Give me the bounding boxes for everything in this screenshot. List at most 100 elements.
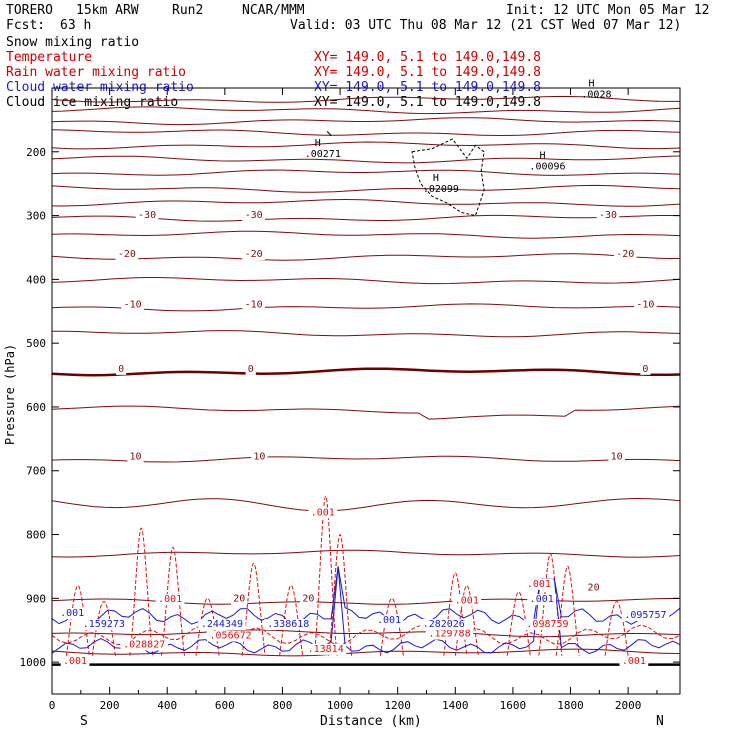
valid-time: Valid: 03 UTC Thu 08 Mar 12 (21 CST Wed … [290,18,681,33]
contour-label: -30 [599,210,617,221]
contour-label: -30 [245,210,263,221]
contour-label-bg [305,643,347,655]
contour-label: 10 [611,451,623,462]
cloud-water-contour [51,566,681,655]
ice-high-label: .0028 [581,90,611,101]
contour-label-bg [619,656,649,668]
rain-contour [604,600,629,656]
rain-contour-band [51,624,681,646]
contour-label: -30 [138,210,156,221]
rain-contour [195,597,220,656]
temperature-contour [51,184,681,193]
contour-labels: -30 -30 -30 -20 -20 -20 -10 -10 -10 0 0 0 10 10 10 20 20… [57,79,670,668]
contour-label: -20 [616,249,634,260]
rain-contour [443,572,468,656]
contour-label-bg [527,594,557,606]
temperature-contour [51,549,681,558]
cloud-water-contour [51,566,681,626]
temperature-contour [51,230,681,239]
contour-label-bg [308,507,338,519]
contour-label: .095757 [624,610,666,621]
north-label: N [656,714,664,729]
temperature-contour [51,405,681,420]
ice-contour-small [326,131,332,137]
contour-label: 10 [130,451,142,462]
x-tick-label: 200 [100,699,120,712]
contour-label-bg [425,628,474,640]
temperature-contours [51,95,681,657]
contour-label-bg [245,363,256,375]
contour-label-bg [264,619,312,631]
x-tick-label: 400 [157,699,177,712]
temperature-contour [52,330,681,338]
contour-label: -20 [118,249,136,260]
contour-label: 10 [253,451,265,462]
x-tick-label: 800 [273,699,293,712]
y-tick-label: 600 [26,401,46,414]
contour-label: .129788 [428,629,470,640]
contour-label: 0 [642,364,648,375]
model-org: NCAR/MMM [242,3,305,18]
temperature-contour [51,169,681,176]
temperature-contour [51,253,680,261]
legend-snow: Snow mixing ratio [6,35,139,50]
contour-label: .244349 [201,619,243,630]
contour-label-bg [420,619,468,631]
forecast-label: Fcst: [6,18,45,33]
x-tick-label: 1800 [557,699,584,712]
contour-label: -10 [636,299,654,310]
cloud-water-contours [51,566,681,655]
contour-label: 20 [233,594,245,605]
x-tick-label: 1600 [500,699,527,712]
legend-rain: Rain water mixing ratio [6,65,186,80]
rain-contour [241,562,266,656]
legend-cloud-ice: Cloud ice mixing ratio [6,95,178,110]
x-tick-label: 600 [215,699,235,712]
high-marker: H [315,138,321,149]
y-tick-label: 1000 [20,656,47,669]
rain-contour [313,495,338,656]
y-tick-label: 500 [26,337,46,350]
ice-contour [411,138,485,217]
model-name: TORERO [6,3,53,18]
contour-label-bg [242,210,265,222]
contour-label-bg [621,610,670,622]
model-run: Run2 [172,3,203,18]
contour-label: 0 [248,364,254,375]
contour-label: .001 [377,615,401,626]
temperature-contour [51,141,681,150]
y-tick-label: 400 [26,273,46,286]
temperature-contour [51,155,681,164]
contour-label-bg [585,582,602,594]
temperature-contour [51,629,681,638]
contour-label-bg [198,619,246,631]
contour-label: .001 [311,507,335,518]
contour-label: .001 [455,595,479,606]
contour-label-bg [300,593,317,605]
high-marker: H [433,173,439,184]
contour-label-bg [60,656,90,668]
contour-label: 0 [118,364,124,375]
contour-label-bg [80,619,128,631]
temperature-contour [51,198,681,207]
south-label: S [80,714,88,729]
rain-contour [161,546,185,656]
legend-temperature: Temperature [6,50,92,65]
contour-label-bg [452,595,482,607]
model-resolution: 15km ARW [76,3,139,18]
rain-contour [91,600,116,656]
contour-label-bg [374,615,404,627]
rain-contour [379,597,404,656]
contour-label: .001 [158,594,182,605]
plot-frame [51,87,681,695]
contour-label: -10 [124,299,142,310]
contour-label-bg [206,630,255,642]
y-tick-label: 200 [26,146,46,159]
contour-label: 20 [588,583,600,594]
contour-label-bg [57,608,87,620]
contour-label-bg [135,210,159,222]
contour-label: 20 [302,594,314,605]
temperature-contour [51,303,681,312]
contour-label: .001 [63,656,87,667]
